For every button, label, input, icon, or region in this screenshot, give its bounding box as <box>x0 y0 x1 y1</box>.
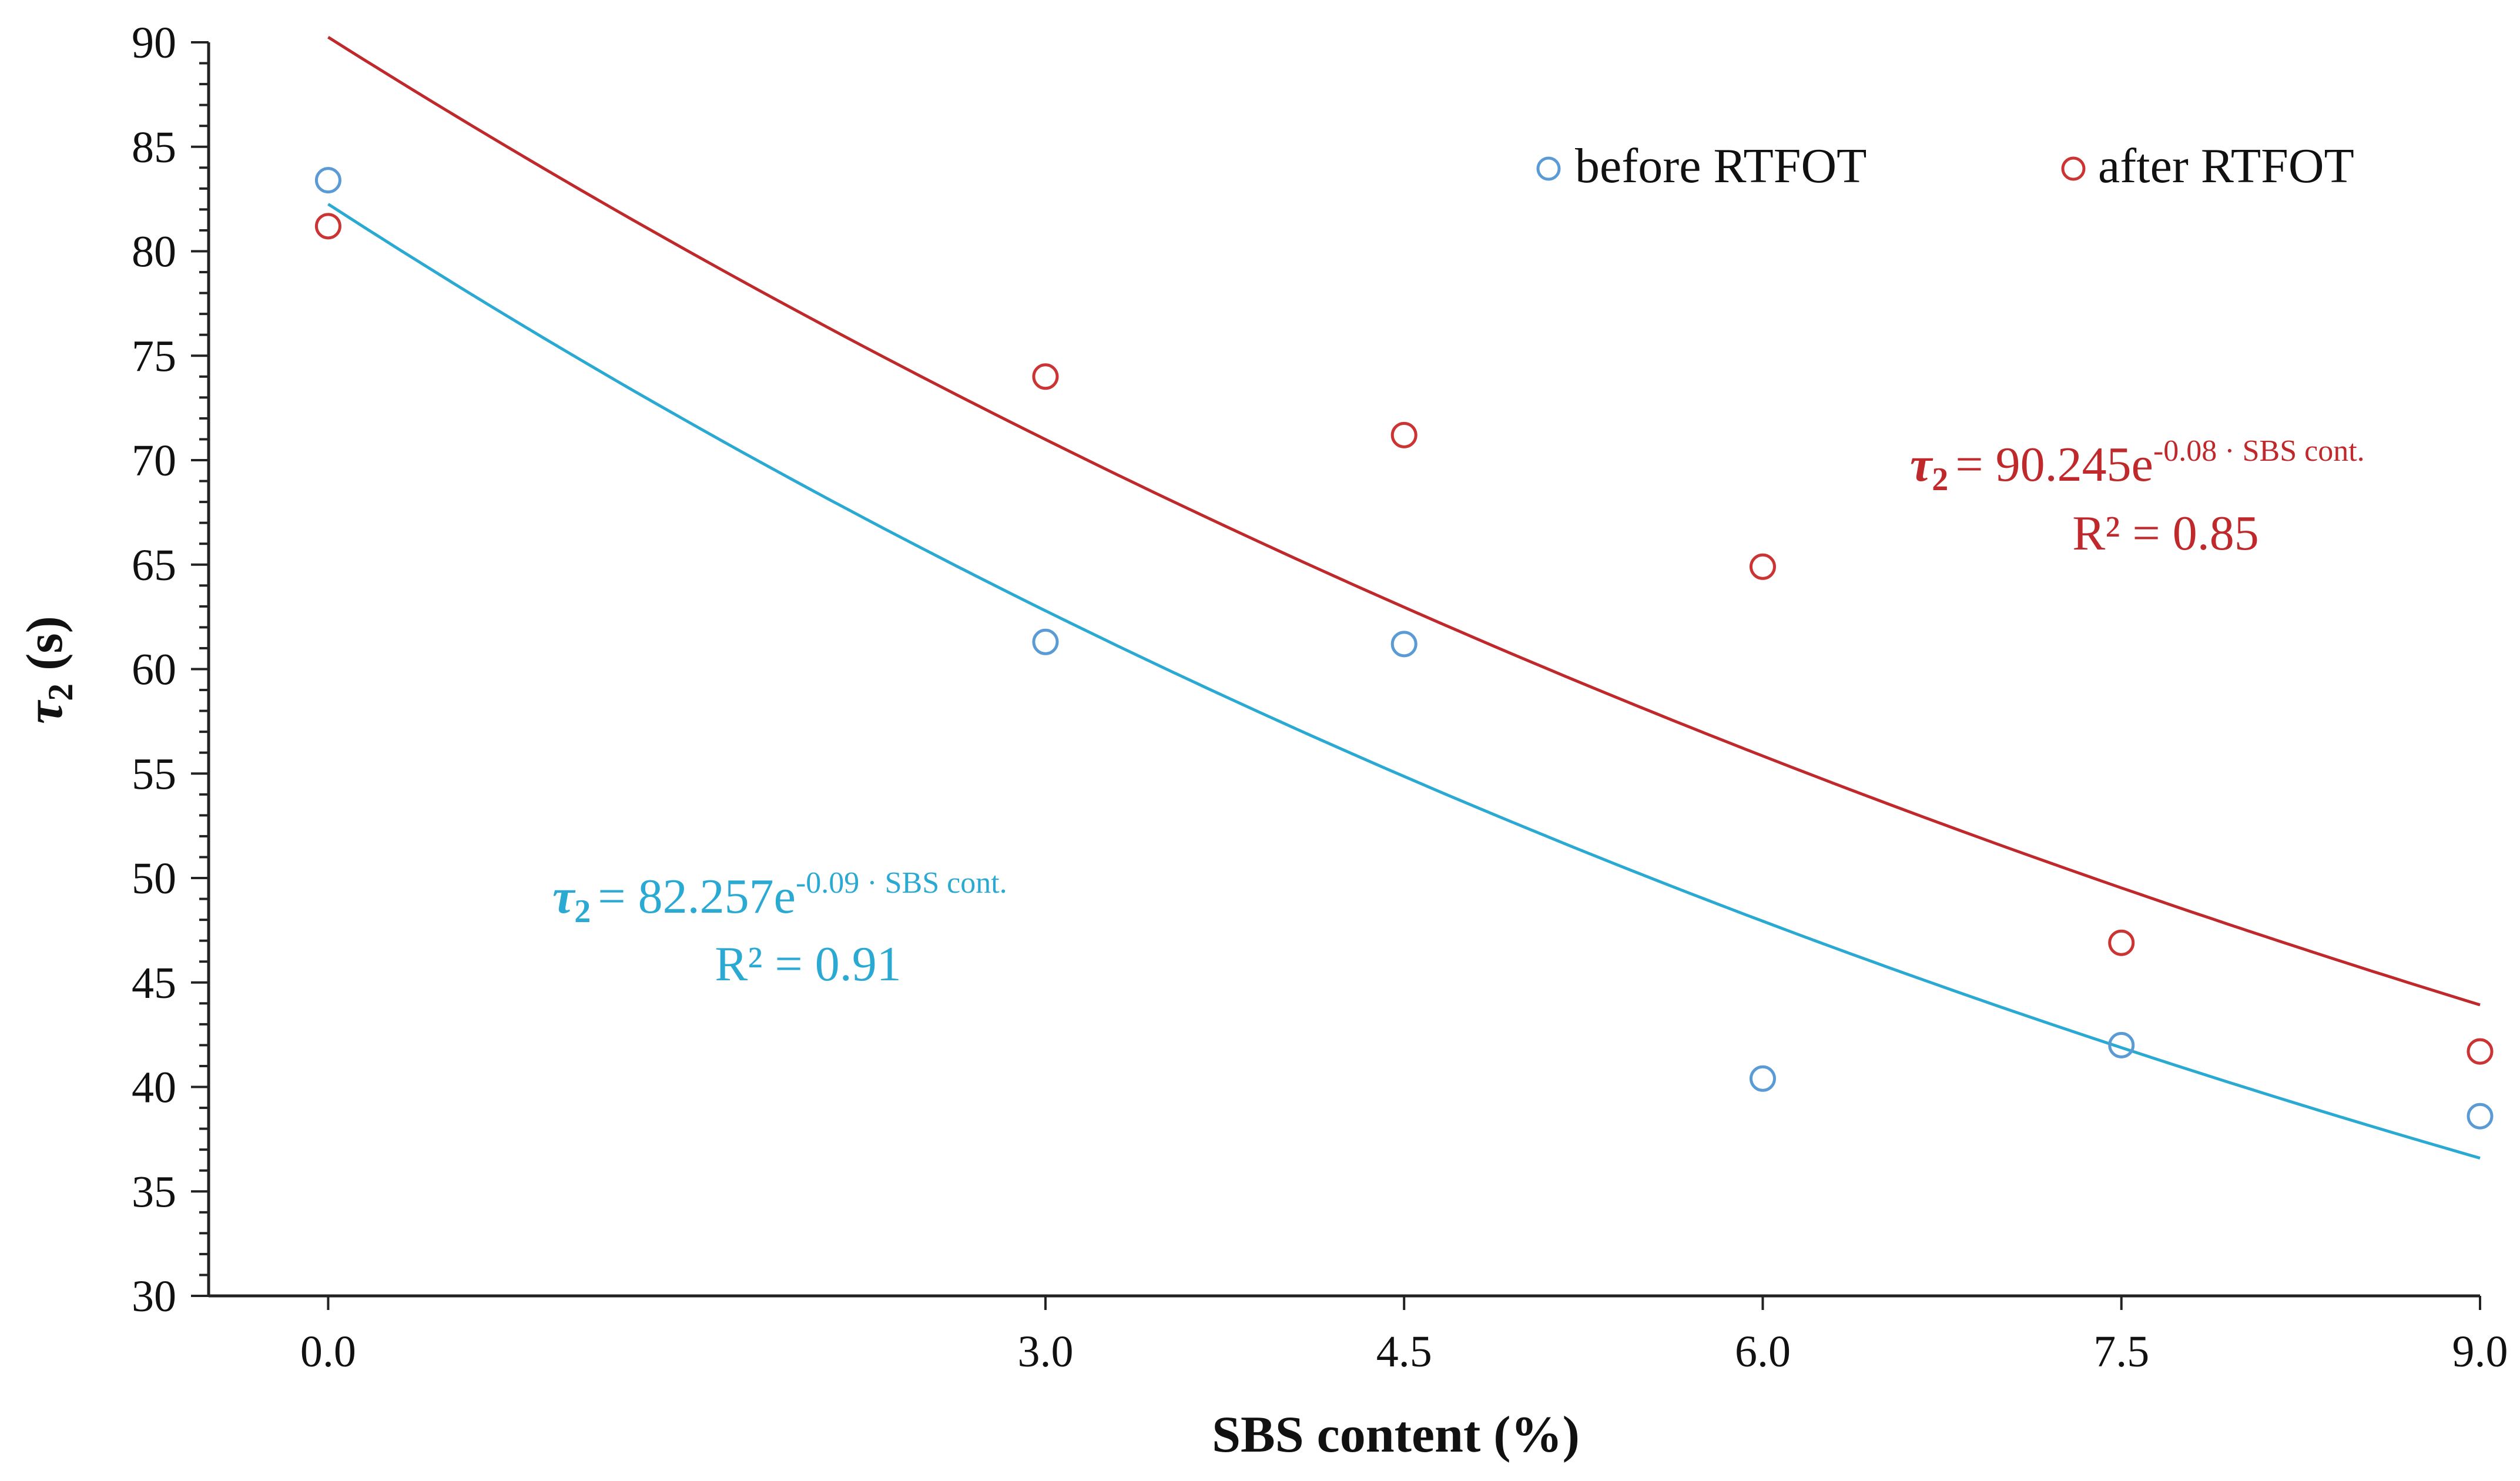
y-tick-label: 60 <box>132 645 176 695</box>
y-tick-label: 55 <box>132 749 176 799</box>
legend-label-after-rtfot: after RTFOT <box>2098 139 2354 193</box>
y-axis-title: τ2 (s) <box>16 616 80 724</box>
y-tick-label: 30 <box>132 1272 176 1321</box>
x-ticks: 0.0 3.0 4.5 6.0 7.5 9.0 <box>300 1296 2508 1376</box>
equation-before-tau-sub: 2 <box>574 893 591 930</box>
equation-before-rtfot-formula: τ2 = 82.257e-0.09 · SBS cont. <box>552 866 1007 930</box>
y-tick-label: 75 <box>132 331 176 381</box>
legend: before RTFOT after RTFOT <box>1536 139 2354 193</box>
equation-after-exponent: -0.08 · SBS cont. <box>2153 434 2365 468</box>
y-axis-title-unit: (s) <box>16 616 73 683</box>
y-tick-label: 65 <box>132 541 176 590</box>
point-after-rtfot <box>2467 1038 2494 1065</box>
x-tick-label: 9.0 <box>2452 1327 2508 1376</box>
point-before-rtfot <box>314 167 341 194</box>
equation-after-rtfot-formula: τ2 = 90.245e-0.08 · SBS cont. <box>1910 434 2365 498</box>
x-tick-label: 6.0 <box>1735 1327 1791 1376</box>
point-before-rtfot <box>2467 1103 2494 1130</box>
equation-after-tau-sub: 2 <box>1932 461 1948 498</box>
equation-after-main: = 90.245e <box>1955 437 2153 492</box>
equation-before-tau: τ <box>552 869 576 924</box>
markers <box>314 167 2494 1130</box>
point-before-rtfot <box>1032 628 1059 655</box>
x-tick-label: 3.0 <box>1017 1327 1073 1376</box>
equation-before-rtfot: τ2 = 82.257e-0.09 · SBS cont. R² = 0.91 <box>552 866 1007 991</box>
y-tick-label: 50 <box>132 854 176 903</box>
point-before-rtfot <box>1390 631 1418 658</box>
point-before-rtfot <box>1749 1065 1776 1092</box>
x-tick-label: 7.5 <box>2093 1327 2149 1376</box>
y-tick-label: 85 <box>132 123 176 172</box>
legend-item-before-rtfot: before RTFOT <box>1536 139 1867 193</box>
fit-line-after-rtfot <box>327 36 2481 1007</box>
legend-item-after-rtfot: after RTFOT <box>2061 139 2354 193</box>
legend-marker-before-rtfot <box>1536 156 1561 181</box>
fit-lines <box>327 36 2481 1160</box>
y-axis-title-symbol: τ <box>16 699 73 724</box>
y-tick-label: 45 <box>132 959 176 1008</box>
plot-area: 30 35 40 45 50 55 60 65 70 75 80 85 90 0.0 3.0 4.5 6.0 7… <box>132 18 2508 1376</box>
equation-before-main: = 82.257e <box>598 869 796 924</box>
equation-after-tau: τ <box>1910 437 1933 492</box>
point-after-rtfot <box>2108 929 2135 956</box>
y-tick-label: 35 <box>132 1167 176 1217</box>
equation-after-rtfot-r2: R² = 0.85 <box>2072 506 2259 561</box>
legend-label-before-rtfot: before RTFOT <box>1575 139 1867 193</box>
equation-before-exponent: -0.09 · SBS cont. <box>796 866 1007 900</box>
point-after-rtfot <box>314 213 341 240</box>
y-ticks: 30 35 40 45 50 55 60 65 70 75 80 85 90 <box>132 18 209 1321</box>
point-after-rtfot <box>1032 363 1059 390</box>
fit-line-before-rtfot <box>327 203 2481 1160</box>
y-tick-label: 90 <box>132 18 176 68</box>
legend-marker-after-rtfot <box>2061 156 2086 181</box>
point-before-rtfot <box>2108 1031 2135 1058</box>
y-tick-label: 40 <box>132 1063 176 1113</box>
y-tick-label: 70 <box>132 436 176 485</box>
point-after-rtfot <box>1390 421 1418 448</box>
equation-before-rtfot-r2: R² = 0.91 <box>715 937 902 991</box>
equation-after-rtfot: τ2 = 90.245e-0.08 · SBS cont. R² = 0.85 <box>1910 434 2365 561</box>
x-axis-title: SBS content (%) <box>1212 1406 1580 1463</box>
y-axis-title-subscript: 2 <box>41 683 80 701</box>
point-after-rtfot <box>1749 553 1776 580</box>
x-tick-label: 0.0 <box>300 1327 356 1376</box>
x-tick-label: 4.5 <box>1376 1327 1432 1376</box>
y-tick-label: 80 <box>132 227 176 277</box>
